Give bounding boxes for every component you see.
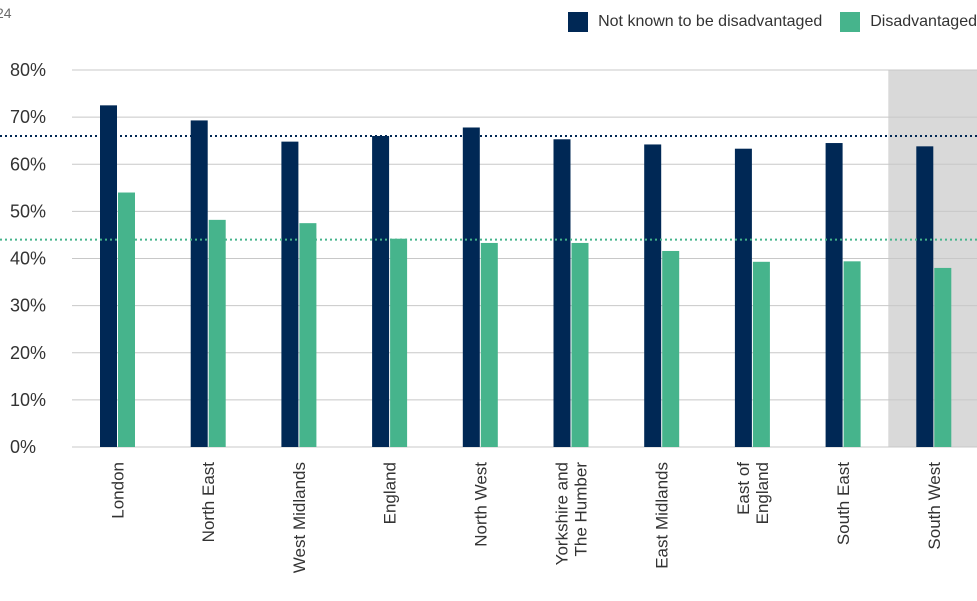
legend-item-not-disadvantaged: Not known to be disadvantaged (568, 12, 822, 32)
bar-not-disadvantaged (825, 143, 843, 447)
legend-swatch-disadvantaged (840, 12, 861, 32)
x-category-label: North East (199, 462, 218, 543)
bar-not-disadvantaged (281, 141, 299, 447)
bar-disadvantaged (571, 242, 589, 447)
legend-label-disadvantaged: Disadvantaged (870, 13, 977, 30)
x-category-label: East ofEngland (734, 462, 772, 525)
x-category-label: South West (925, 462, 944, 550)
bar-disadvantaged (480, 242, 498, 447)
x-category-label: West Midlands (290, 462, 309, 573)
bar-not-disadvantaged (553, 139, 571, 447)
x-category-label: England (381, 462, 400, 524)
legend-label-not-disadvantaged: Not known to be disadvantaged (598, 13, 823, 30)
bar-not-disadvantaged (462, 127, 480, 448)
y-tick-label: 40% (10, 249, 46, 269)
bar-not-disadvantaged (372, 135, 390, 447)
bar-disadvantaged (934, 267, 952, 447)
bar-disadvantaged (208, 219, 226, 447)
x-category-label: East Midlands (653, 462, 672, 569)
corner-label: 24 (0, 5, 12, 21)
legend-item-disadvantaged: Disadvantaged (840, 12, 977, 32)
y-tick-label: 70% (10, 107, 46, 127)
legend-swatch-not-disadvantaged (568, 12, 589, 32)
x-category-label: North West (471, 462, 490, 547)
legend: Not known to be disadvantaged Disadvanta… (568, 10, 977, 34)
bar-not-disadvantaged (100, 105, 117, 447)
bar-disadvantaged (118, 192, 135, 447)
bar-disadvantaged (662, 250, 680, 447)
y-tick-label: 50% (10, 201, 46, 221)
bar-disadvantaged (299, 223, 317, 447)
y-tick-label: 30% (10, 296, 46, 316)
x-category-label: Yorkshire andThe Humber (553, 462, 591, 566)
y-tick-label: 0% (10, 437, 36, 457)
y-tick-label: 20% (10, 343, 46, 363)
y-tick-label: 60% (10, 154, 46, 174)
bar-disadvantaged (390, 238, 408, 447)
bar-disadvantaged (843, 261, 861, 447)
bar-not-disadvantaged (644, 144, 662, 447)
bar-not-disadvantaged (190, 120, 208, 447)
y-tick-label: 80% (10, 60, 46, 80)
bar-not-disadvantaged (916, 146, 934, 447)
x-category-label: London (109, 462, 128, 519)
bar-not-disadvantaged (734, 148, 752, 448)
x-category-label: South East (834, 462, 853, 545)
bar-disadvantaged (752, 261, 770, 447)
y-tick-label: 10% (10, 390, 46, 410)
